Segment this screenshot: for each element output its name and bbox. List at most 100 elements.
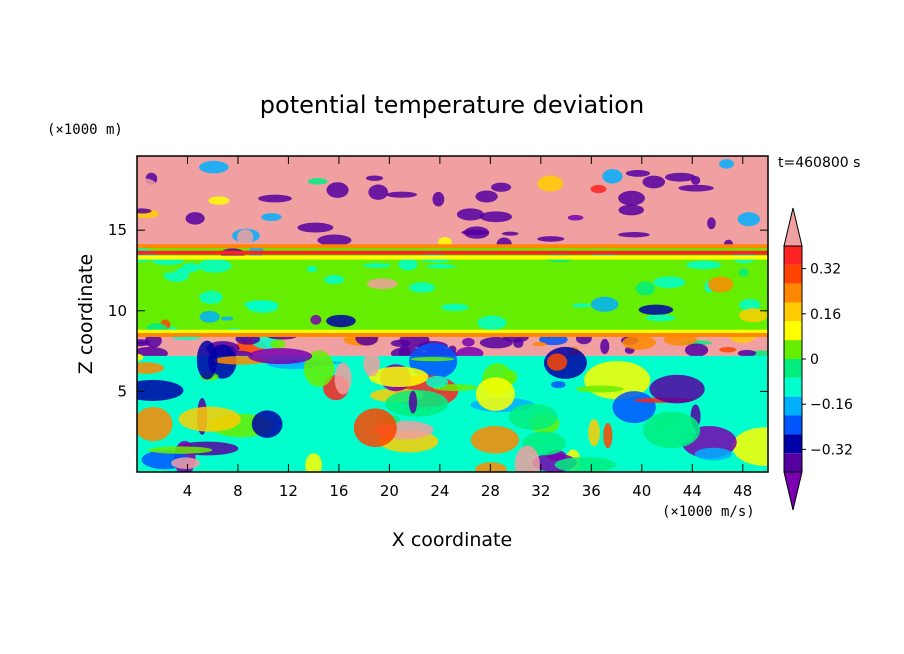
y-tick-label: 15 [108,221,127,239]
field-blob [475,462,507,472]
field-blob [425,264,456,269]
boundary-stripe [137,244,768,249]
field-blob [642,175,666,189]
field-blob [297,222,334,233]
field-blob [575,385,624,393]
colorbar: 0.32 0.16 0 −0.16 −0.32 [783,207,853,511]
plot-frame [136,155,769,473]
field-blob [148,446,213,454]
field-blob [642,411,701,449]
field-blob [732,427,768,466]
field-blob [625,169,651,177]
x-tick-label: 48 [733,482,752,500]
field-blob [368,184,389,200]
field-blob [390,339,411,347]
field-blob [137,406,173,442]
field-blob [547,353,568,371]
field-blob [261,213,282,221]
x-tick-label: 12 [279,482,298,500]
colorbar-bin [784,283,802,303]
y-tick-label: 5 [117,382,127,400]
field-blob [739,298,761,312]
x-unit-label: (×1000 m/s) [662,504,755,520]
colorbar-tick-label: 0.32 [810,262,841,278]
field-blob [491,182,512,192]
field-blob [477,315,507,331]
field-blob [305,453,322,472]
layer-bottom-layer [137,340,768,472]
boundary-stripe [137,329,768,334]
x-tick-label: 20 [380,482,399,500]
layer-fill [137,156,768,247]
field-blob [622,335,656,350]
field-blob [198,259,232,273]
field-blob [307,178,328,185]
colorbar-bin [784,396,802,416]
field-blob [602,169,623,184]
field-blob [208,196,230,205]
field-blob [739,308,768,323]
x-tick-label: 28 [481,482,500,500]
field-blob [326,314,356,328]
colorbar-bin [784,302,802,322]
field-blob [366,278,398,290]
x-tick-label: 8 [233,482,243,500]
colorbar-bin [784,321,802,341]
field-blob [479,211,513,223]
field-blob [600,338,610,355]
field-blob [532,342,547,347]
field-blob [686,260,722,270]
field-blob [365,175,384,181]
field-blob [645,314,676,322]
field-blob [237,229,254,245]
field-blob [324,275,345,285]
field-blob [148,263,179,274]
field-blob [501,231,519,236]
field-blob [137,353,144,361]
colorbar-bin [784,340,802,359]
field-blob [137,208,152,214]
x-tick-label: 24 [430,482,449,500]
colorbar-min-triangle [783,471,803,511]
field-blob [199,310,220,323]
field-blob [479,337,513,349]
field-blob [171,457,201,469]
field-blob [514,445,540,472]
y-tick-label: 10 [108,302,127,320]
colorbar-tick-label: 0.16 [810,307,841,323]
field-blob [251,410,283,438]
field-blob [618,231,650,238]
plot-field [137,156,768,472]
x-tick-label: 36 [582,482,601,500]
field-blob [537,175,564,192]
field-blob [684,343,709,357]
field-blob [425,375,448,388]
field-blob [408,282,435,293]
colorbar-bin [784,434,802,454]
field-blob [508,403,558,430]
field-blob [247,301,279,313]
field-blob [590,296,619,312]
field-blob [432,191,445,207]
colorbar-bin [784,246,802,265]
field-blob [694,447,733,461]
field-blob [137,248,158,262]
field-blob [137,379,184,401]
field-blob [310,314,322,325]
field-blob [537,236,565,242]
colorbar-tick-label: 0 [810,352,819,368]
layer-middle-layer [137,244,768,340]
x-tick-label: 16 [329,482,348,500]
field-blob [410,356,455,362]
field-blob [603,422,613,449]
field-blob [618,190,645,206]
field-blob [737,349,757,357]
colorbar-bin [784,415,802,435]
boundary-stripe [137,332,768,337]
colorbar-max-triangle [783,207,803,247]
field-blob [571,303,592,308]
colorbar-tick-label: −0.32 [810,442,853,458]
x-tick-label: 4 [183,482,193,500]
field-blob [362,263,391,268]
